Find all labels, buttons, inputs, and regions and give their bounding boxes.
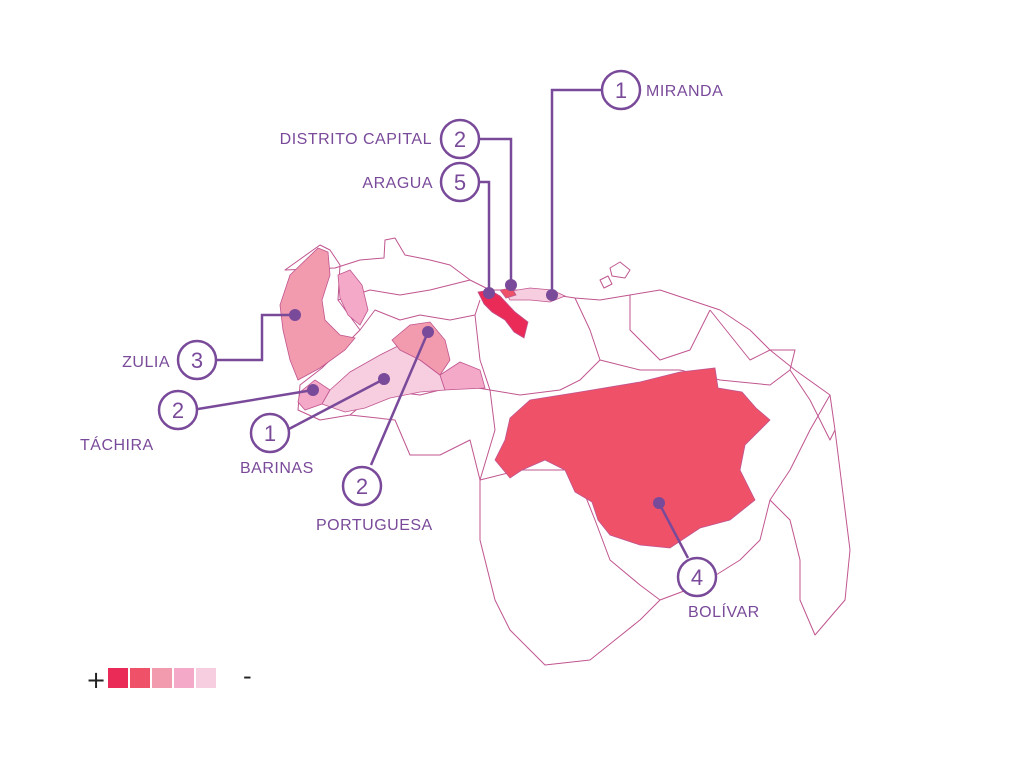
label-bolivar: BOLÍVAR bbox=[688, 602, 760, 621]
badge-tachira bbox=[157, 389, 199, 431]
state-zulia bbox=[279, 247, 356, 381]
legend-plus: + bbox=[86, 666, 106, 694]
legend-swatch-2 bbox=[130, 668, 150, 688]
line-barinas bbox=[286, 377, 385, 432]
state-bolivar bbox=[494, 367, 771, 549]
count-miranda: 1 bbox=[615, 78, 627, 103]
island-margarita bbox=[609, 261, 631, 279]
legend-minus: - bbox=[243, 662, 252, 690]
label-barinas: BARINAS bbox=[240, 460, 314, 477]
dot-bolivar bbox=[653, 497, 665, 509]
line-tachira bbox=[197, 388, 314, 411]
border-anzoategui bbox=[599, 349, 796, 386]
count-barinas: 1 bbox=[264, 421, 276, 446]
label-portuguesa: PORTUGUESA bbox=[316, 517, 433, 534]
border-central bbox=[474, 297, 601, 396]
dot-miranda bbox=[546, 289, 558, 301]
legend-swatch-3 bbox=[152, 668, 172, 688]
badge-portuguesa bbox=[341, 465, 383, 507]
count-zulia: 3 bbox=[191, 348, 203, 373]
badge-bolivar bbox=[676, 556, 718, 598]
dot-aragua bbox=[483, 287, 495, 299]
line-miranda bbox=[550, 88, 602, 295]
legend-swatch-5 bbox=[196, 668, 216, 688]
line-zulia bbox=[216, 313, 295, 362]
count-tachira: 2 bbox=[172, 398, 184, 423]
label-miranda: MIRANDA bbox=[646, 83, 723, 100]
dot-tachira bbox=[307, 384, 319, 396]
leader-lines bbox=[197, 88, 690, 559]
line-aragua bbox=[480, 180, 491, 293]
border-guarico bbox=[479, 389, 496, 481]
badge-distrito-capital bbox=[439, 118, 481, 160]
count-numbers: 1 2 5 3 2 1 2 4 bbox=[172, 78, 703, 590]
count-badges bbox=[157, 69, 718, 598]
badge-zulia bbox=[176, 339, 218, 381]
dot-zulia bbox=[289, 309, 301, 321]
state-aragua bbox=[477, 289, 529, 339]
label-zulia: ZULIA bbox=[122, 354, 170, 371]
line-distrito-capital bbox=[480, 137, 513, 285]
island-coche bbox=[599, 275, 613, 289]
count-distrito-capital: 2 bbox=[454, 127, 466, 152]
legend-swatch-4 bbox=[174, 668, 194, 688]
badge-miranda bbox=[600, 69, 642, 111]
border-monagas bbox=[709, 309, 771, 361]
border-delta bbox=[789, 369, 836, 441]
count-aragua: 5 bbox=[454, 170, 466, 195]
border-sucre bbox=[629, 295, 711, 361]
dot-barinas bbox=[378, 373, 390, 385]
state-lago bbox=[337, 269, 369, 326]
legend-swatch-1 bbox=[108, 668, 128, 688]
state-markers bbox=[289, 279, 665, 509]
line-portuguesa bbox=[369, 331, 430, 466]
border-esequibo bbox=[769, 394, 831, 501]
badge-barinas bbox=[249, 412, 291, 454]
label-aragua: ARAGUA bbox=[362, 175, 433, 192]
count-portuguesa: 2 bbox=[356, 474, 368, 499]
dot-distrito-capital bbox=[505, 279, 517, 291]
label-tachira: TÁCHIRA bbox=[80, 435, 154, 454]
count-bolivar: 4 bbox=[691, 565, 703, 590]
line-bolivar bbox=[657, 502, 690, 559]
state-cojedes bbox=[439, 361, 486, 391]
label-distrito-capital: DISTRITO CAPITAL bbox=[280, 131, 432, 148]
color-legend: + - bbox=[86, 662, 252, 694]
badge-aragua bbox=[439, 161, 481, 203]
dot-portuguesa bbox=[422, 326, 434, 338]
